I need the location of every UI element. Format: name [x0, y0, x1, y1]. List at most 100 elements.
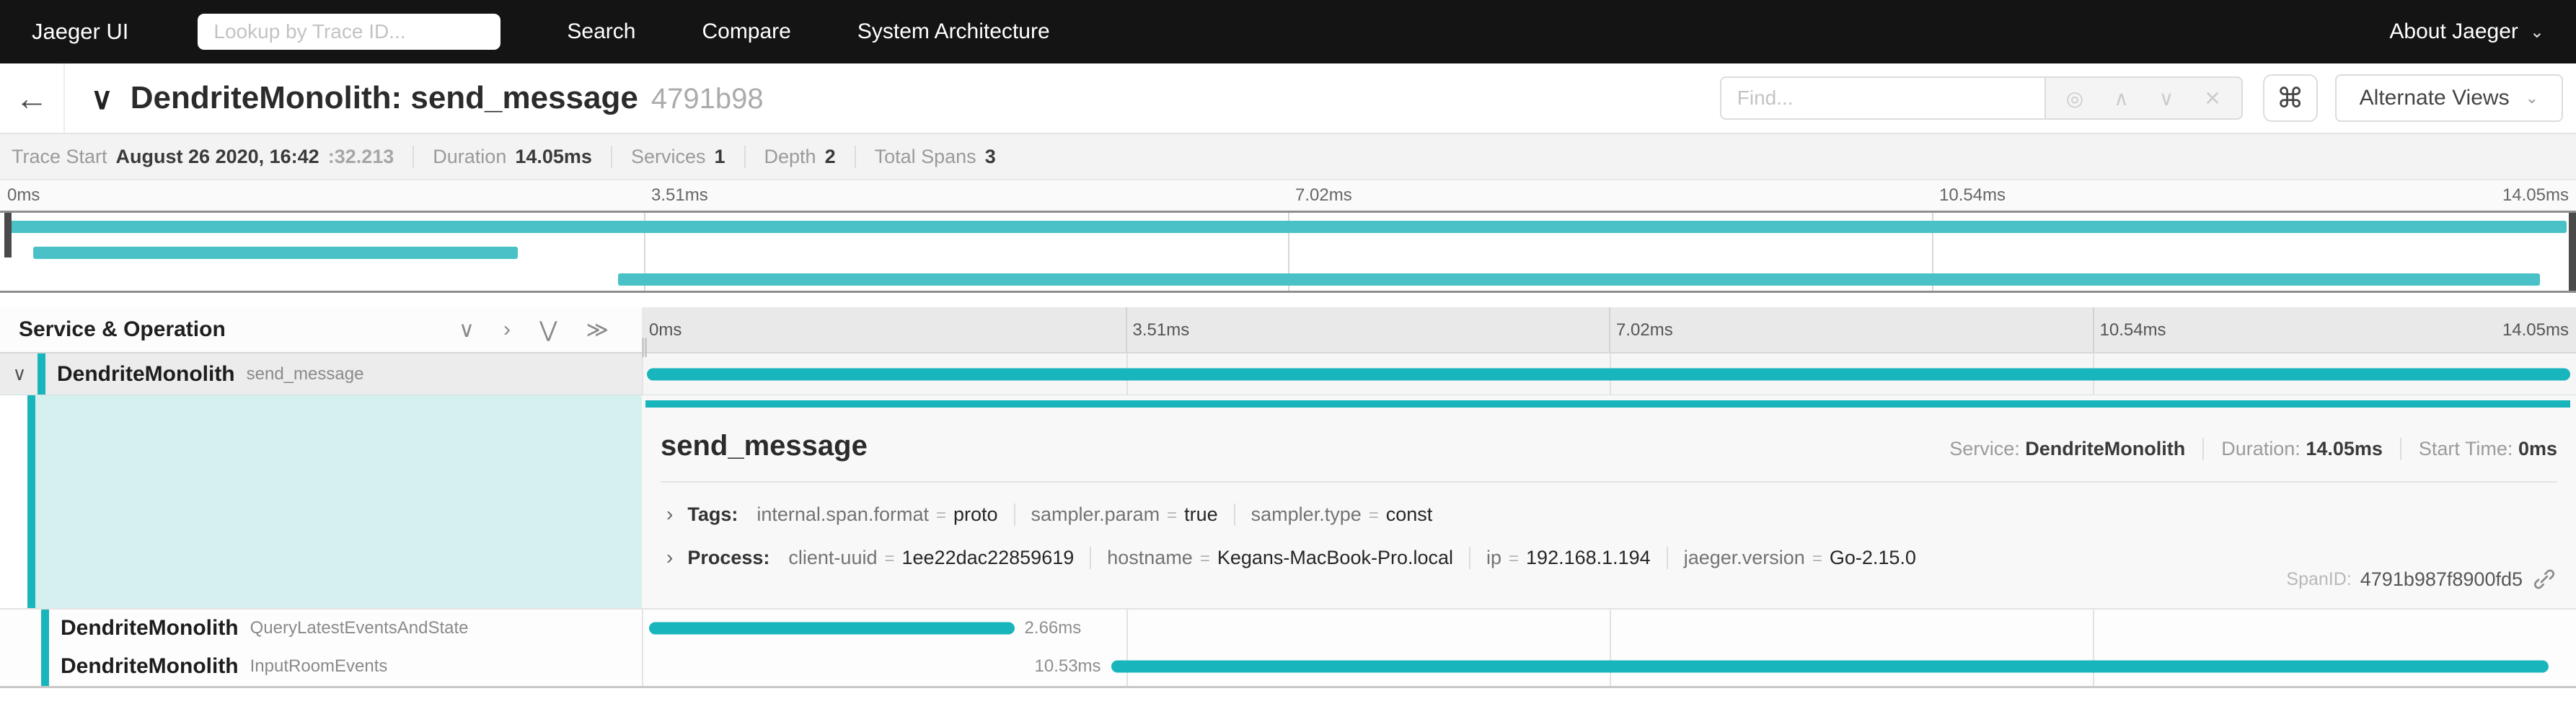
tag-key: sampler.param	[1031, 503, 1160, 525]
nav-system-architecture[interactable]: System Architecture	[857, 19, 1050, 43]
expand-one-icon[interactable]: ›	[503, 317, 511, 341]
tags-list: internal.span.format = proto sampler.param…	[757, 503, 1448, 526]
minimap-span-bar	[6, 221, 2567, 233]
span-duration-bar[interactable]	[1111, 660, 2549, 673]
span-timeline-cell[interactable]: 10.53ms	[642, 647, 2576, 686]
meta-service: Service: DendriteMonolith	[1932, 438, 2202, 460]
equals-sign: =	[884, 549, 895, 568]
service-color-block	[41, 647, 49, 686]
collapse-children-icon[interactable]: ∨	[12, 363, 27, 384]
stat-depth: Depth 2	[744, 145, 855, 168]
timeline-grid-line	[1609, 307, 1610, 352]
keyboard-shortcuts-button[interactable]: ⌘	[2262, 74, 2318, 122]
trace-title: DendriteMonolith: send_message 4791b98	[131, 80, 764, 116]
services-label: Services	[630, 145, 706, 167]
service-name: DendriteMonolith	[61, 616, 239, 640]
span-duration-label: 10.53ms	[1034, 656, 1101, 676]
app-brand[interactable]: Jaeger UI	[32, 19, 129, 44]
trace-start-fraction: :32.213	[327, 145, 394, 167]
timeline-tick: 3.51ms	[1132, 320, 1190, 340]
meta-duration-label: Duration:	[2221, 438, 2301, 459]
trace-start-value: August 26 2020, 16:42	[115, 145, 319, 167]
services-value: 1	[714, 145, 725, 167]
process-value: Kegans-MacBook-Pro.local	[1217, 547, 1453, 568]
nav-search[interactable]: Search	[567, 19, 636, 43]
nav-compare[interactable]: Compare	[702, 19, 791, 43]
minimap-scrubber-left-handle[interactable]	[4, 213, 12, 258]
span-detail-panel: send_message Service: DendriteMonolith D…	[642, 395, 2576, 608]
column-resizer[interactable]: ∥	[640, 335, 649, 357]
service-name: DendriteMonolith	[61, 654, 239, 678]
process-key: client-uuid	[788, 547, 878, 568]
minimap-grid-line	[644, 213, 645, 291]
tags-accordion[interactable]: › Tags: internal.span.format = proto sampl…	[661, 503, 2557, 526]
find-controls: ◎ ∧ ∨ ✕	[2044, 76, 2243, 120]
back-arrow-icon: ←	[15, 79, 48, 117]
tag-key: sampler.type	[1250, 503, 1362, 525]
collapse-all-icon[interactable]: ⋁	[539, 317, 557, 342]
meta-start-time-value: 0ms	[2518, 438, 2557, 459]
span-name-cell[interactable]: ∨ DendriteMonolith send_message	[0, 353, 642, 395]
service-color-block	[41, 610, 49, 647]
tag-value: const	[1385, 503, 1433, 525]
stat-duration: Duration 14.05ms	[413, 145, 611, 168]
next-result-icon[interactable]: ∨	[2158, 87, 2174, 110]
prev-result-icon[interactable]: ∧	[2114, 87, 2129, 110]
about-jaeger-menu[interactable]: About Jaeger ⌄	[2389, 19, 2544, 44]
process-accordion[interactable]: › Process: client-uuid = 1ee22dac22859619 …	[661, 546, 2557, 569]
expand-icon[interactable]: ›	[666, 546, 674, 568]
span-id-value: 4791b987f8900fd5	[2360, 568, 2523, 590]
minimap-tick: 3.51ms	[651, 185, 708, 205]
detail-highlight-backdrop[interactable]	[35, 395, 642, 608]
timeline-grid-line	[2092, 307, 2094, 352]
chevron-down-icon: ⌄	[2525, 89, 2538, 107]
link-icon[interactable]	[2533, 568, 2556, 591]
minimap-span-bar	[33, 247, 518, 259]
depth-value: 2	[824, 145, 836, 167]
span-table-header: Service & Operation ∨ › ⋁ ≫ ∥ 0ms 3.51ms…	[0, 307, 2576, 358]
minimap-scrubber-right-handle[interactable]	[2569, 213, 2576, 291]
timeline-grid-line	[1125, 307, 1127, 352]
span-row-query-latest-events[interactable]: DendriteMonolith QueryLatestEventsAndSta…	[0, 610, 2576, 647]
tag-item: sampler.type = const	[1233, 503, 1449, 526]
span-row-send-message[interactable]: ∨ DendriteMonolith send_message	[0, 353, 2576, 395]
collapse-one-icon[interactable]: ∨	[459, 317, 475, 342]
span-duration-bar[interactable]	[647, 368, 2570, 380]
tags-label: Tags:	[687, 503, 738, 525]
service-operation-header: Service & Operation ∨ › ⋁ ≫ ∥	[0, 307, 649, 358]
process-key: ip	[1486, 547, 1502, 568]
meta-start-time-label: Start Time:	[2418, 438, 2513, 459]
tag-key: internal.span.format	[757, 503, 929, 525]
locate-icon[interactable]: ◎	[2065, 87, 2084, 110]
back-button[interactable]: ←	[0, 63, 65, 133]
expand-all-icon[interactable]: ≫	[586, 317, 609, 342]
minimap-tick: 10.54ms	[1939, 185, 2006, 205]
find-input[interactable]	[1719, 76, 2045, 120]
span-row-input-room-events[interactable]: DendriteMonolith InputRoomEvents 10.53ms	[0, 647, 2576, 686]
alternate-views-button[interactable]: Alternate Views ⌄	[2334, 74, 2563, 122]
about-jaeger-label: About Jaeger	[2389, 19, 2518, 43]
timeline-header: 0ms 3.51ms 7.02ms 10.54ms 14.05ms	[642, 307, 2576, 352]
process-value: 192.168.1.194	[1526, 547, 1651, 568]
clear-find-icon[interactable]: ✕	[2204, 87, 2221, 110]
span-timeline-cell[interactable]: 2.66ms	[642, 610, 2576, 647]
equals-sign: =	[935, 506, 946, 525]
timeline-grid-line	[1610, 610, 1611, 647]
trace-lookup-input[interactable]	[198, 14, 501, 50]
equals-sign: =	[1509, 549, 1519, 568]
span-duration-bar[interactable]	[649, 622, 1015, 635]
service-name: DendriteMonolith	[57, 361, 235, 386]
timeline-minimap[interactable]	[0, 211, 2576, 293]
process-item: jaeger.version = Go-2.15.0	[1666, 547, 1932, 569]
span-rows: ∨ DendriteMonolith send_message sen	[0, 353, 2576, 688]
expand-icon[interactable]: ›	[666, 503, 674, 525]
span-name-cell[interactable]: DendriteMonolith QueryLatestEventsAndSta…	[0, 610, 642, 647]
span-name-cell[interactable]: DendriteMonolith InputRoomEvents	[0, 647, 642, 686]
stat-total-spans: Total Spans 3	[854, 145, 1015, 168]
process-item: ip = 192.168.1.194	[1469, 547, 1667, 569]
span-timeline-cell[interactable]	[642, 353, 2576, 395]
trace-collapse-chevron-icon[interactable]: ∨	[91, 81, 113, 115]
trace-start-label: Trace Start	[12, 145, 107, 167]
span-id-row: SpanID: 4791b987f8900fd5	[2286, 568, 2556, 591]
